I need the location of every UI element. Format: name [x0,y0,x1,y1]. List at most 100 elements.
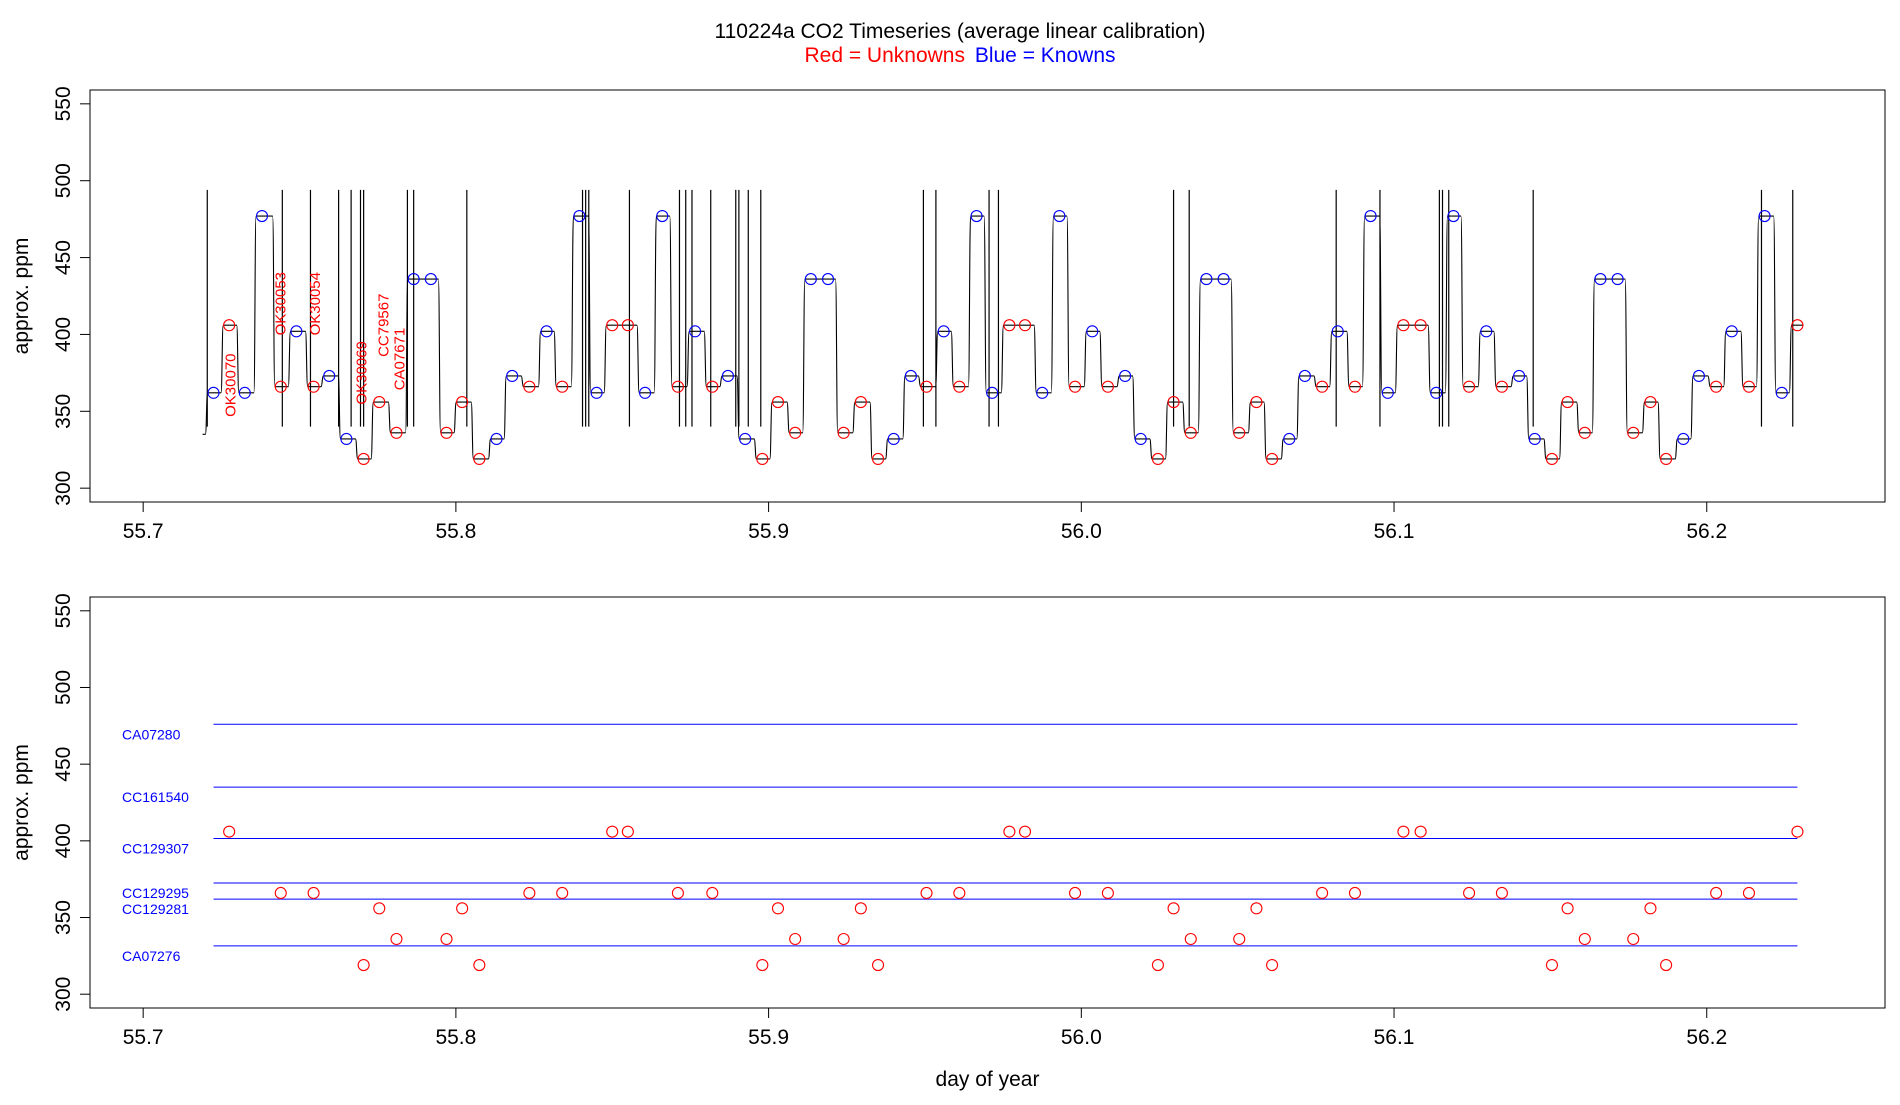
unknown-point [1397,825,1410,838]
x-tick-label: 56.2 [1686,1026,1727,1049]
known-point [407,273,420,286]
unknown-point [1545,452,1559,466]
unknown-point [1578,932,1591,946]
unknown-point [1266,452,1279,466]
x-tick-label: 55.9 [748,520,789,543]
x-tick-label: 56.1 [1374,520,1415,543]
y-tick-label: 300 [52,977,75,1012]
known-point [1430,386,1443,399]
reference-line-label: CC129307 [122,841,189,857]
unknown-point [953,886,966,900]
unknown-point [1018,825,1032,838]
sample-annotation: CC79567 [376,294,393,357]
unknown-point [1316,886,1329,900]
known-point [506,369,519,382]
known-point [821,273,835,286]
unknown-point [854,396,867,409]
unknown-point [1348,886,1361,900]
unknown-point [556,380,569,393]
y-tick-label: 400 [52,317,75,352]
unknown-point [1791,319,1804,332]
bottom-panel-summary: 55.7 55.8 55.9 56.0 56.1 56.2 300 350 400 450 500 5… [10,593,1886,1091]
y-tick-label: 500 [52,163,75,198]
unknown-point [523,886,536,900]
unknown-point [373,902,386,915]
unknown-point [390,932,403,946]
reference-line-label: CC161540 [122,789,189,805]
known-point [970,210,983,223]
unknown-point [1266,959,1279,972]
y-tick-label: 550 [52,86,75,121]
unknown-point [1151,452,1164,466]
reference-line-label: CA07280 [122,726,181,742]
unknown-point [1463,886,1476,900]
chart-subtitle: Red = Unknowns Blue = Knowns [804,44,1115,67]
unknown-point [1742,380,1756,393]
unknown-point [440,932,453,946]
unknown-point [1003,319,1016,332]
unknown-point [1495,886,1508,900]
unknown-point [1348,380,1361,393]
known-point [1611,273,1624,286]
reference-line-label: CC129295 [122,885,189,901]
known-point [424,273,437,286]
known-point [490,432,503,446]
known-point [323,369,336,382]
sample-annotation: OK30053 [272,272,289,335]
unknown-point [871,452,885,466]
unknown-point [1644,902,1657,915]
unknown-point [621,825,634,838]
unknown-point [390,426,403,439]
unknown-point [523,380,536,393]
known-point [340,432,353,446]
unknown-point [1018,319,1032,332]
y-tick-label: 450 [52,747,75,782]
unknown-point [274,380,287,393]
known-point [986,386,999,399]
y-axis-label: approx. ppm [10,744,33,861]
known-point [1594,273,1607,286]
known-point [1134,432,1147,446]
unknown-point [456,902,469,915]
unknown-point [706,886,719,900]
unknown-point [756,452,769,466]
unknown-point [440,426,453,439]
known-point [1364,210,1377,223]
subtitle-knowns: Blue = Knowns [975,44,1116,67]
known-point [1692,369,1705,382]
chart-title: 110224a CO2 Timeseries (average linear c… [714,20,1205,43]
known-point [590,386,603,399]
subtitle-unknowns: Red = Unknowns [804,44,965,67]
unknown-point [606,825,619,838]
y-tick-label: 500 [52,670,75,705]
unknown-point [1151,959,1164,972]
unknown-point [274,886,287,900]
unknown-point [837,426,850,439]
unknown-point [1463,380,1476,393]
x-tick-label: 56.0 [1061,520,1102,543]
y-tick-label: 400 [52,823,75,858]
known-point [1036,386,1049,399]
known-point [1283,432,1296,446]
unknown-point [1233,932,1246,946]
known-point [1298,369,1311,382]
unknown-point [1495,380,1508,393]
y-axis-label: approx. ppm [10,238,33,355]
x-tick-label: 55.7 [123,520,164,543]
unknown-point [1250,902,1263,915]
x-tick-label: 55.8 [435,520,476,543]
unknown-point [456,396,469,409]
unknown-point [837,932,850,946]
known-point [739,432,752,446]
sample-annotation: OK30054 [307,272,324,335]
known-point [1053,210,1066,223]
unknown-point [1069,886,1082,900]
unknown-point [1101,886,1114,900]
x-tick-label: 56.2 [1686,520,1727,543]
y-tick-label: 450 [52,240,75,275]
unknown-point [621,319,634,332]
unknown-point [671,886,684,900]
unknown-point [771,396,785,409]
known-point [1447,210,1460,223]
